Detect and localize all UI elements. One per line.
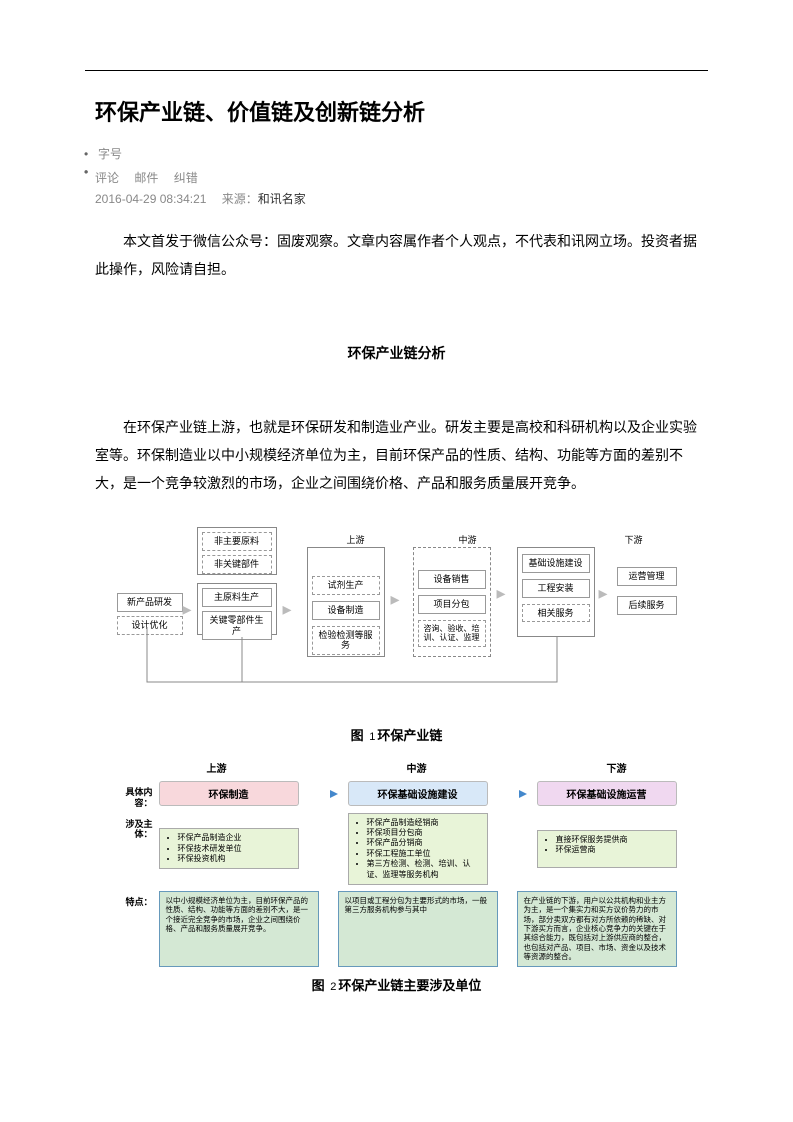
list-item: 环保投资机构 [178,854,292,864]
f1-stage-up: 上游 [347,533,365,546]
arrow-right-icon: ▸ [183,599,192,620]
f1-box: 运营管理 [617,567,677,586]
list-item: 环保技术研发单位 [178,844,292,854]
page-top-rule [85,70,708,71]
document-content: 环保产业链、价值链及创新链分析 字号 评论 邮件 纠错 2016-04-29 0… [0,0,793,1050]
body-paragraph-1: 在环保产业链上游，也就是环保研发和制造业产业。研发主要是高校和科研机构以及企业实… [95,413,698,497]
f2-subject-label: 涉及主体： [117,813,159,841]
list-item: 第三方检测、检测、培训、认证、监理等服务机构 [367,859,481,880]
meta-list: 字号 [95,145,698,163]
figure-1: 上游 中游 下游 非主要原料 非关键部件 新产品研发 设计优化 主原料生产 关键… [117,527,677,717]
f1-col4: 基础设施建设 工程安装 相关服务 [517,547,595,637]
caption-text: 环保产业链主要涉及单位 [338,978,481,993]
figure-2-caption: 图 2环保产业链主要涉及单位 [95,975,698,994]
f2-feature-row: 特点： 以中小规模经济单位为主，目前环保产品的性质、结构、功能等方面的差别不大，… [117,891,677,967]
f2-feature-label: 特点： [117,891,159,908]
arrow-right-icon [308,788,338,800]
mail-link[interactable]: 邮件 [134,171,158,185]
timestamp: 2016-04-29 08:34:21 [95,192,206,206]
f2-header-down: 环保基础设施运营 [537,781,677,806]
f2-subject-row: 涉及主体： 环保产品制造企业环保技术研发单位环保投资机构 环保产品制造经销商环保… [117,813,677,885]
caption-text: 环保产业链 [377,728,442,743]
list-item: 环保工程施工单位 [367,849,481,859]
f2-header-row: 具体内容： 环保制造 环保基础设施建设 环保基础设施运营 [117,781,677,809]
caption-num: 2 [330,981,336,993]
list-item: 环保项目分包商 [367,828,481,838]
figure-2: 上游 中游 下游 具体内容： 环保制造 环保基础设施建设 环保基础设施运营 涉及… [117,760,677,967]
f2-stages: 上游 中游 下游 [117,760,677,775]
source-name: 和讯名家 [258,192,306,206]
list-item: 直接环保服务提供商 [556,835,670,845]
f1-box: 非主要原料 [202,532,272,551]
figure-1-caption: 图 1环保产业链 [95,725,698,744]
f2-subject-down: 直接环保服务提供商环保运营商 [537,830,677,868]
f1-stage-mid: 中游 [459,533,477,546]
caption-prefix: 图 [312,978,325,993]
f2-feature-down: 在产业链的下游，用户以公共机构和业主方为主，是一个集实力和买方议价势力的市场，部… [517,891,677,967]
f1-box: 基础设施建设 [522,554,590,573]
f2-subject-mid: 环保产品制造经销商环保项目分包商环保产品分销商环保工程施工单位第三方检测、检测、… [348,813,488,885]
f1-box: 设备制造 [312,601,380,620]
arrow-right-icon: ▸ [599,583,608,604]
timestamp-row: 2016-04-29 08:34:21 来源：和讯名家 [95,190,698,207]
f1-box: 试剂生产 [312,576,380,595]
f1-col5: 运营管理 后续服务 [617,567,677,615]
page-title: 环保产业链、价值链及创新链分析 [95,95,698,127]
f1-box: 主原料生产 [202,588,272,607]
arrow-right-icon [497,788,527,800]
f1-group-top: 非主要原料 非关键部件 [197,527,277,575]
intro-paragraph: 本文首发于微信公众号：固废观察。文章内容属作者个人观点，不代表和讯网立场。投资者… [95,227,698,283]
f1-stage-down: 下游 [625,533,643,546]
f2-subject-up: 环保产品制造企业环保技术研发单位环保投资机构 [159,828,299,869]
f2-header-mid: 环保基础设施建设 [348,781,488,806]
f1-box: 新产品研发 [117,593,183,612]
list-item: 环保产品制造经销商 [367,818,481,828]
comments-link[interactable]: 评论 [95,171,119,185]
f2-header-up: 环保制造 [159,781,299,806]
f2-stage-up: 上游 [207,760,227,775]
meta-links: 评论 邮件 纠错 [95,169,698,186]
list-item: 环保运营商 [556,845,670,855]
f2-content-label: 具体内容： [117,781,159,809]
arrow-right-icon: ▸ [391,589,400,610]
f1-connector-lines [142,627,642,697]
arrow-right-icon: ▸ [497,583,506,604]
f1-box: 设备销售 [418,570,486,589]
list-item: 环保产品分销商 [367,838,481,848]
section-title: 环保产业链分析 [95,343,698,363]
f1-box: 项目分包 [418,595,486,614]
f1-box: 非关键部件 [202,555,272,574]
list-item: 环保产品制造企业 [178,833,292,843]
f2-stage-mid: 中游 [407,760,427,775]
f2-feature-mid: 以项目或工程分包为主要形式的市场，一般第三方服务机构参与其中 [338,891,498,967]
f1-box: 工程安装 [522,579,590,598]
f2-stage-down: 下游 [607,760,627,775]
f2-feature-up: 以中小规模经济单位为主，目前环保产品的性质、结构、功能等方面的差别不大，是一个接… [159,891,319,967]
arrow-right-icon: ▸ [283,599,292,620]
font-size-label[interactable]: 字号 [95,145,698,163]
f1-box: 相关服务 [522,604,590,623]
caption-num: 1 [369,731,375,743]
caption-prefix: 图 [351,728,364,743]
correction-link[interactable]: 纠错 [174,171,198,185]
source-label: 来源： [222,192,258,206]
f1-box: 后续服务 [617,596,677,615]
